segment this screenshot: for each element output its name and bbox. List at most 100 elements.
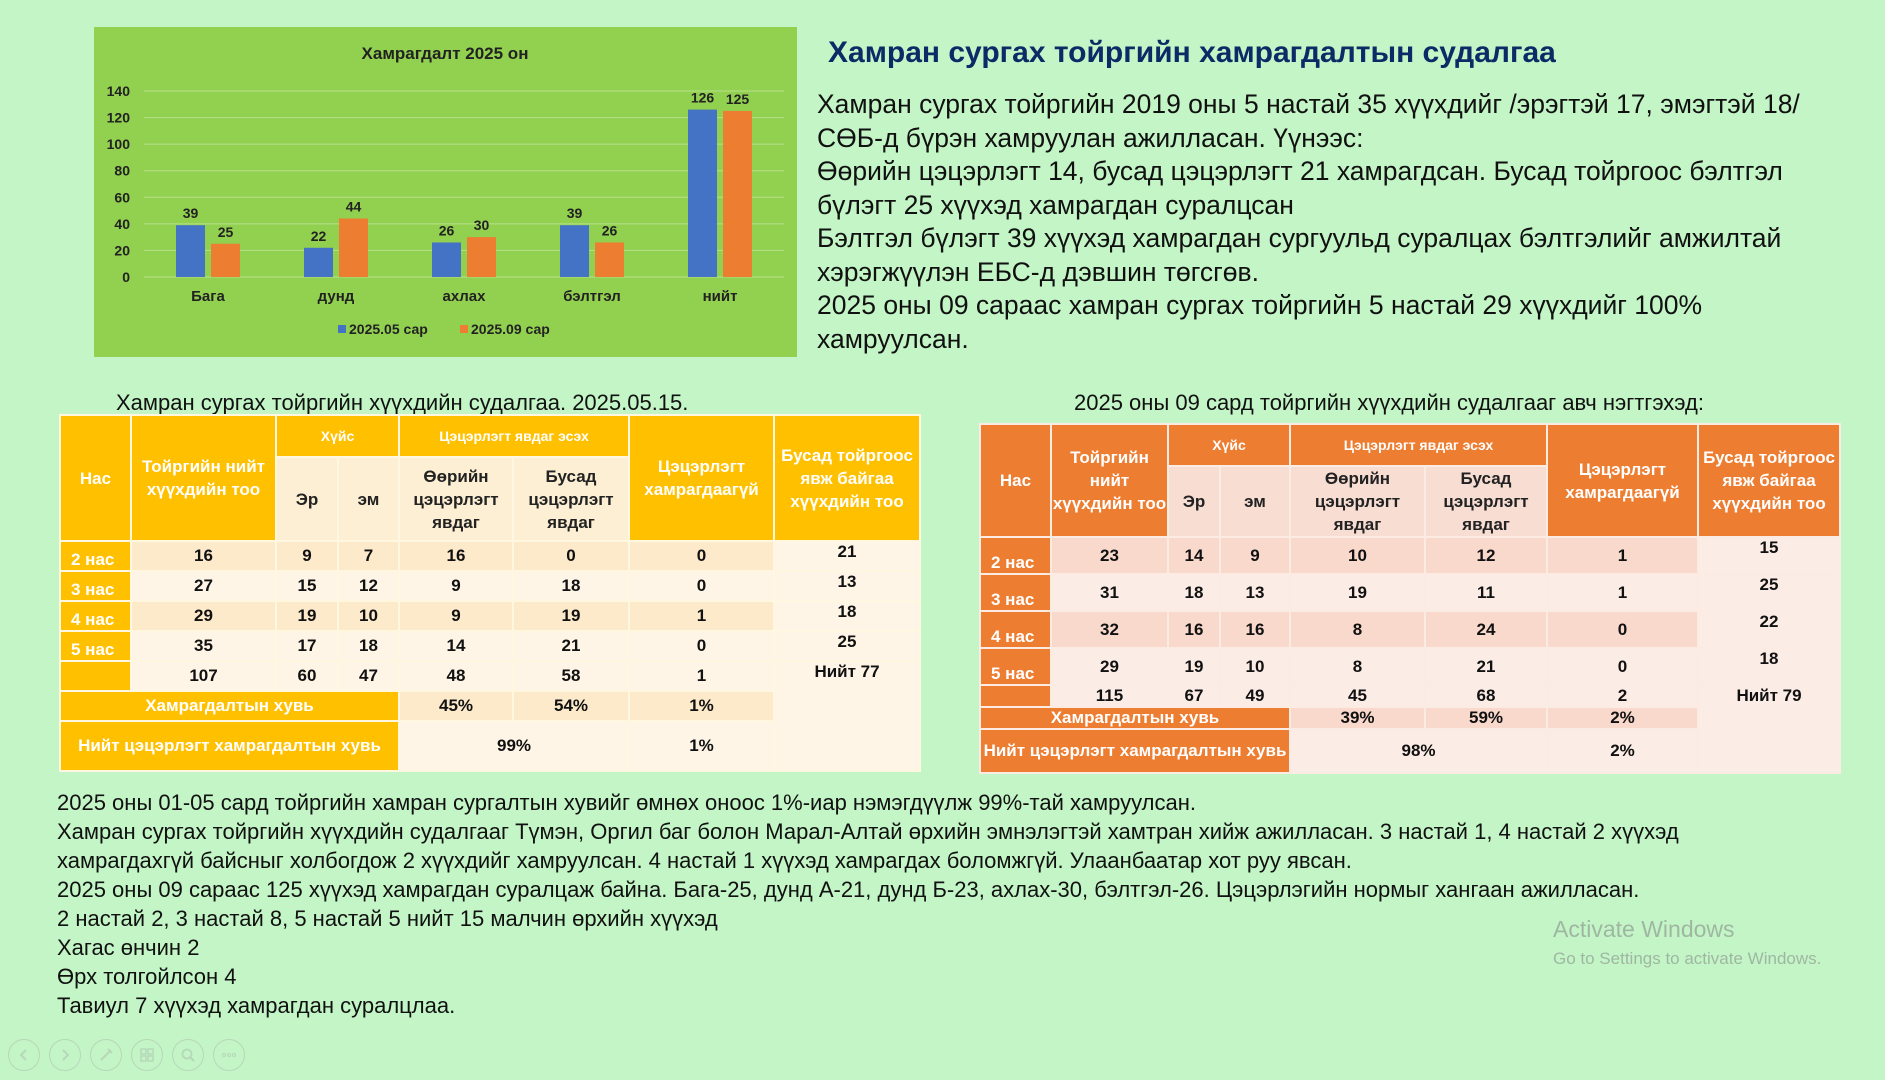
other-cell: 58 <box>511 660 631 692</box>
other-district-cell: 25 <box>1697 573 1842 612</box>
other-cell: 68 <box>1423 684 1549 708</box>
watermark-title: Activate Windows <box>1553 916 1735 942</box>
legend-swatch <box>460 325 468 333</box>
own-cell: 8 <box>1289 610 1426 649</box>
y-tick-label: 20 <box>114 242 130 258</box>
not-covered-cell: 1 <box>628 660 776 692</box>
male-cell: 15 <box>275 570 339 602</box>
own-cell: 9 <box>398 570 514 602</box>
male-cell: 18 <box>1167 573 1221 612</box>
own-cell: 8 <box>1289 647 1426 686</box>
age-cell: 4 нас <box>979 610 1052 649</box>
age-cell-empty <box>59 660 132 692</box>
total-cell: 35 <box>130 630 277 662</box>
header-attending: Цэцэрлэгт явдаг эсэх <box>397 414 631 458</box>
overall-row: Нийт цэцэрлэгт хамрагдалтын хувь 99% 1% <box>59 720 920 772</box>
female-cell: 9 <box>1219 536 1291 575</box>
header-not-covered: Цэцэрлэгт хамрагдаагүй <box>1546 423 1700 538</box>
male-cell: 9 <box>275 540 339 572</box>
total-cell: 29 <box>1050 647 1169 686</box>
header-not-covered: Цэцэрлэгт хамрагдаагүй <box>628 414 776 542</box>
other-cell: 19 <box>511 600 631 632</box>
header-other-district: Бусад тойргоос явж байгаа хүүхдийн тоо <box>1697 423 1842 538</box>
note-line: Өрх толгойлсон 4 <box>57 964 237 989</box>
x-tick-label: нийт <box>703 288 738 305</box>
note-line: Хамран сургах тойргийн хүүхдийн судалгаа… <box>57 819 1679 844</box>
female-cell: 10 <box>337 600 400 632</box>
header-male: Эр <box>275 456 339 542</box>
page-title: Хамран сургах тойргийн хамрагдалтын суда… <box>828 36 1556 69</box>
next-button[interactable] <box>49 1039 81 1071</box>
prev-button[interactable] <box>8 1039 40 1071</box>
other-district-total: Нийт 79 <box>1697 684 1842 774</box>
own-cell: 9 <box>398 600 514 632</box>
own-cell: 14 <box>398 630 514 662</box>
bar <box>560 225 589 277</box>
female-cell: 12 <box>337 570 400 602</box>
bar <box>304 247 333 277</box>
data-label: 126 <box>691 90 715 106</box>
intro-line: Хамран сургах тойргийн 2019 оны 5 настай… <box>817 89 1800 119</box>
data-label: 26 <box>602 222 618 238</box>
other-cell: 21 <box>1423 647 1549 686</box>
y-tick-label: 100 <box>107 136 131 152</box>
slides-grid-button[interactable] <box>131 1039 163 1071</box>
own-cell: 19 <box>1289 573 1426 612</box>
activation-watermark: Activate Windows Go to Settings to activ… <box>1553 916 1821 969</box>
female-cell: 47 <box>337 660 400 692</box>
bar <box>467 237 496 277</box>
header-age: Нас <box>979 423 1052 538</box>
not-covered-cell: 0 <box>628 630 776 662</box>
x-tick-label: дунд <box>318 288 355 305</box>
left-table-caption: Хамран сургах тойргийн хүүхдийн судалгаа… <box>116 390 689 415</box>
female-cell: 49 <box>1219 684 1291 708</box>
age-cell: 5 нас <box>59 630 132 662</box>
pen-icon <box>100 1048 113 1061</box>
intro-line: Өөрийн цэцэрлэгт 14, бусад цэцэрлэгт 21 … <box>817 156 1783 186</box>
table-row: 3 нас 31 18 13 19 11 1 25 <box>979 573 1842 612</box>
y-tick-label: 0 <box>122 269 130 285</box>
total-cell: 115 <box>1050 684 1169 708</box>
other-district-cell: 21 <box>773 540 922 572</box>
bar <box>688 109 717 277</box>
zoom-button[interactable] <box>172 1039 204 1071</box>
intro-line: 2025 оны 09 сараас хамран сургах тойргий… <box>817 290 1703 320</box>
coverage-row: Хамрагдалтын хувь 39% 59% 2% <box>979 706 1840 730</box>
male-cell: 60 <box>275 660 339 692</box>
age-cell: 3 нас <box>979 573 1052 612</box>
own-cell: 10 <box>1289 536 1426 575</box>
note-line: хамрагдахгүй байсныг холбогдож 2 хүүхдий… <box>57 848 1352 873</box>
y-tick-label: 120 <box>107 110 131 126</box>
bar <box>432 242 461 277</box>
female-cell: 13 <box>1219 573 1291 612</box>
overall-label: Нийт цэцэрлэгт хамрагдалтын хувь <box>59 720 400 772</box>
own-cell: 16 <box>398 540 514 572</box>
total-cell: 107 <box>130 660 277 692</box>
other-district-cell: 18 <box>1697 647 1842 686</box>
pen-button[interactable] <box>90 1039 122 1071</box>
header-own: Өөрийн цэцэрлэгт явдаг <box>398 456 514 542</box>
overall-value: 99% <box>397 720 631 772</box>
header-attending: Цэцэрлэгт явдаг эсэх <box>1288 423 1549 467</box>
totals-row: 115 67 49 45 68 2 Нийт 79 <box>979 684 1842 774</box>
more-options-button[interactable] <box>213 1039 245 1071</box>
zoom-icon <box>181 1048 195 1062</box>
note-line: Хагас өнчин 2 <box>57 935 200 960</box>
coverage-chart: Хамрагдалт 2025 он 39 25 22 44 26 30 39 26 126 12… <box>94 27 797 357</box>
table-row: 3 нас 27 15 12 9 18 0 13 <box>59 570 922 602</box>
not-covered-cell: 1 <box>1546 536 1700 575</box>
table-row: 4 нас 32 16 16 8 24 0 22 <box>979 610 1842 649</box>
coverage-own: 39% <box>1289 706 1426 730</box>
data-label: 39 <box>183 205 199 221</box>
note-line: 2025 оны 01-05 сард тойргийн хамран сург… <box>57 790 1196 815</box>
age-cell: 2 нас <box>59 540 132 572</box>
header-other: Бусад цэцэрлэгт явдаг <box>511 456 631 542</box>
y-tick-label: 80 <box>114 163 130 179</box>
total-cell: 27 <box>130 570 277 602</box>
intro-line: бүлэгт 25 хүүхэд хамрагдан суралцсан <box>817 189 1294 220</box>
table-row: 2 нас 16 9 7 16 0 0 21 <box>59 540 922 572</box>
x-tick-label: бэлтгэл <box>563 288 621 305</box>
bar <box>176 225 205 277</box>
note-line: Тавиул 7 хүүхэд хамрагдан суралцлаа. <box>57 993 456 1018</box>
more-options-icon <box>222 1053 236 1057</box>
